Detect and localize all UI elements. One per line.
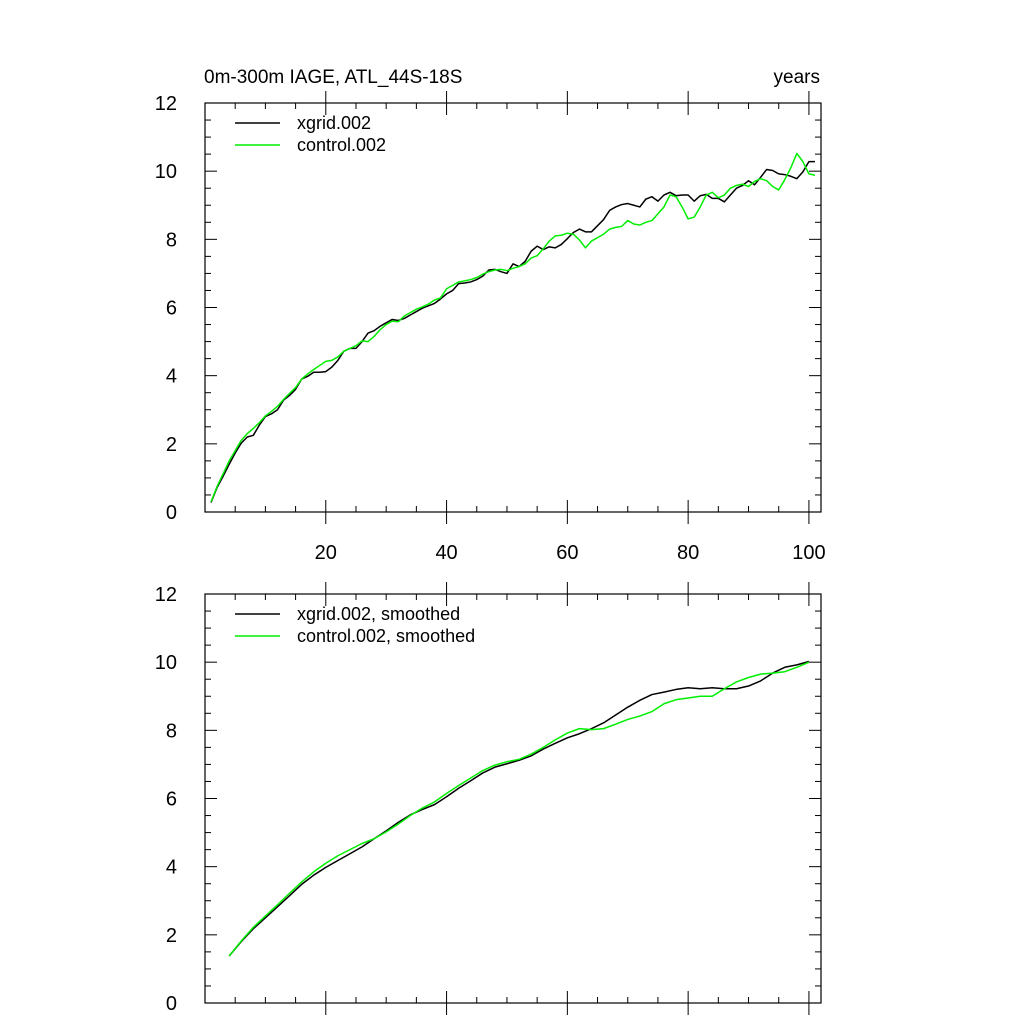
- y-tick-label: 8: [166, 229, 177, 251]
- y-tick-label: 12: [155, 93, 177, 115]
- top-panel: 0m-300m IAGE, ATL_44S-18S years 0 2 4 6 8 10 1…: [155, 67, 826, 564]
- y-tick-label: 6: [166, 298, 177, 320]
- series-line-control: [210, 152, 816, 503]
- x-tick-label: 20: [315, 542, 337, 564]
- y-tick-label: 0: [166, 993, 177, 1015]
- units-label: years: [774, 67, 820, 88]
- y-tick-label: 12: [155, 584, 177, 606]
- legend-label: xgrid.002, smoothed: [297, 604, 460, 624]
- legend-label: control.002, smoothed: [297, 626, 475, 646]
- bottom-plot-frame: [204, 593, 822, 1004]
- y-tick-label: 0: [166, 502, 177, 524]
- bottom-axis-ticks: 0 2 4 6 8 10 12: [155, 582, 821, 1015]
- legend-label: control.002: [297, 135, 386, 155]
- bottom-series-lines: [228, 660, 810, 957]
- top-plot-frame: [204, 102, 822, 513]
- top-series-lines: [210, 152, 816, 503]
- y-tick-label: 6: [166, 789, 177, 811]
- y-tick-label: 10: [155, 652, 177, 674]
- y-tick-label: 2: [166, 434, 177, 456]
- x-tick-label: 40: [435, 542, 457, 564]
- y-tick-label: 2: [166, 925, 177, 947]
- series-line-xgrid: [210, 160, 815, 503]
- series-line-xgrid: [228, 660, 810, 957]
- series-line-control: [228, 661, 810, 957]
- bottom-panel: 0 2 4 6 8 10 12 xgrid.002, smoothedcontrol.002…: [155, 582, 822, 1015]
- x-tick-label: 60: [556, 542, 578, 564]
- x-tick-label: 80: [677, 542, 699, 564]
- top-axis-ticks: 0 2 4 6 8 10 12 20 40 60 80 100: [155, 91, 826, 564]
- x-tick-label: 100: [792, 542, 825, 564]
- y-tick-label: 10: [155, 161, 177, 183]
- chart-title: 0m-300m IAGE, ATL_44S-18S: [204, 67, 462, 88]
- y-tick-label: 4: [166, 366, 177, 388]
- y-tick-label: 4: [166, 857, 177, 879]
- legend-label: xgrid.002: [297, 113, 371, 133]
- y-tick-label: 8: [166, 720, 177, 742]
